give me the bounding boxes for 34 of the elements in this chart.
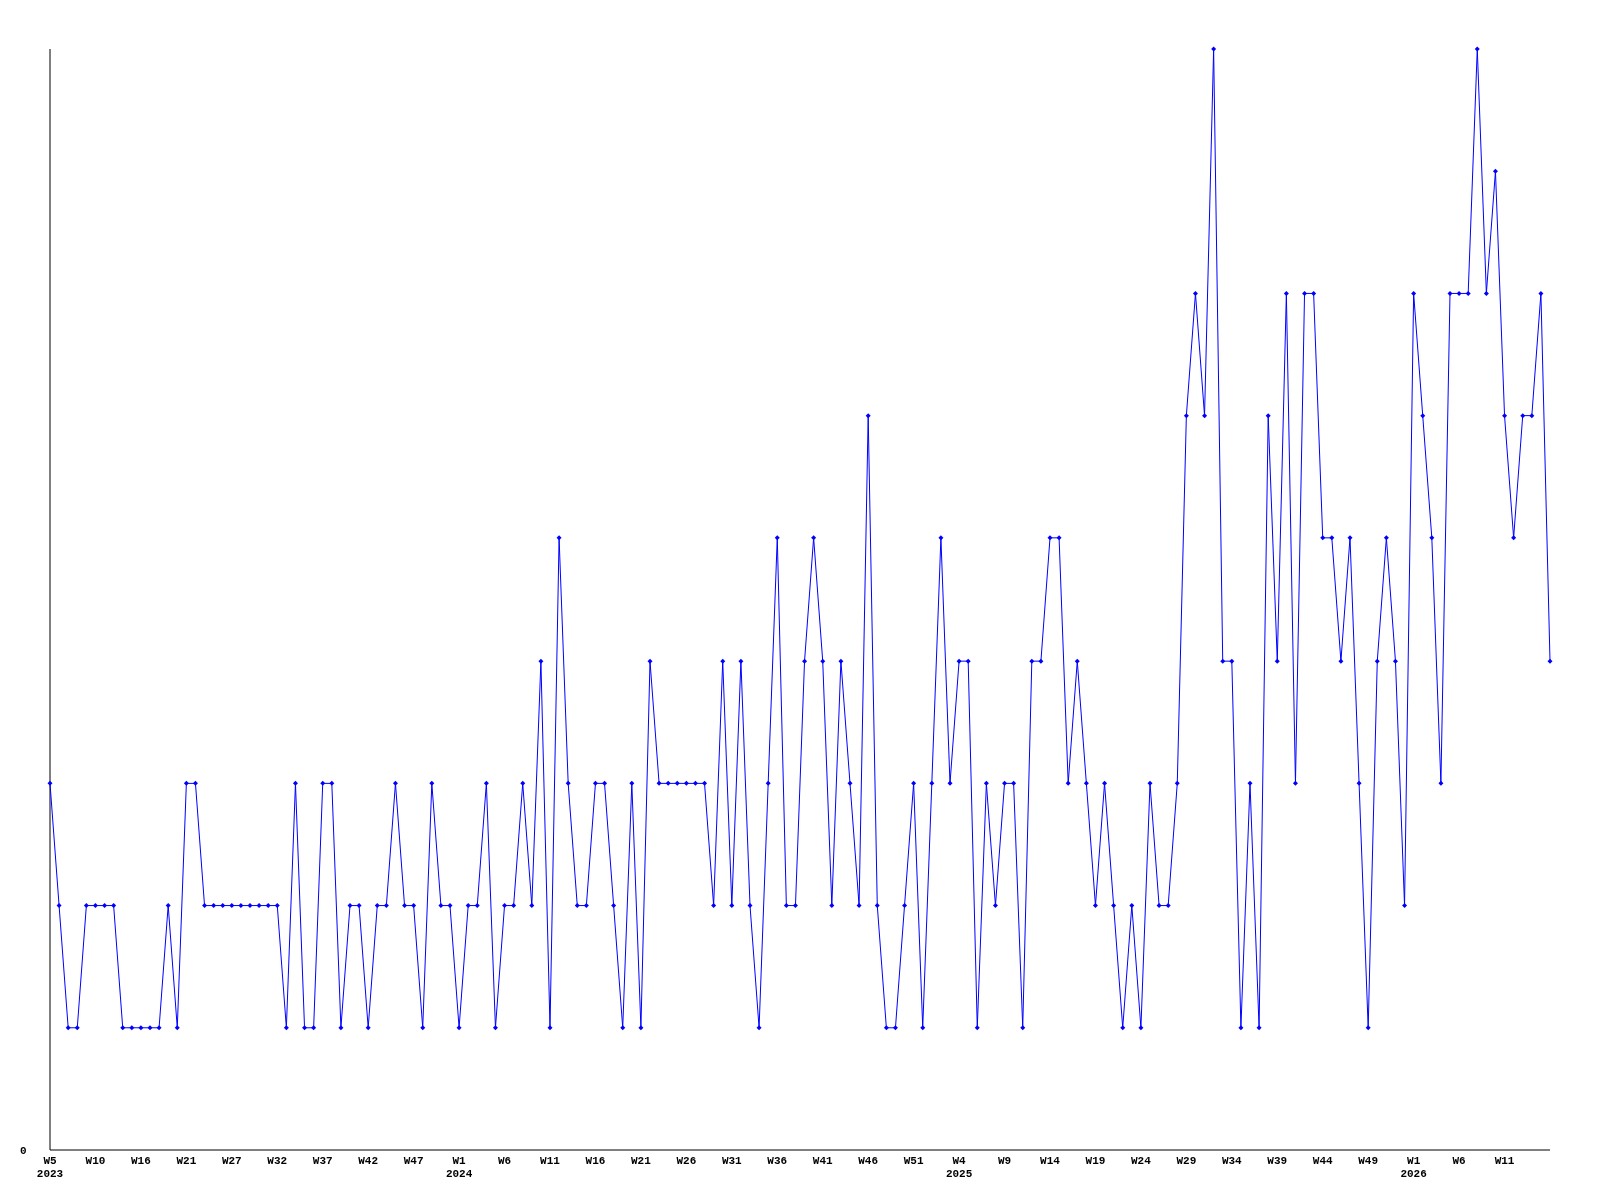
x-tick-label: W34 <box>1221 1155 1243 1167</box>
x-tick-label: W4 2025 <box>945 1155 973 1180</box>
x-tick-label: W46 <box>858 1155 879 1167</box>
x-tick-label: W26 <box>676 1155 697 1167</box>
x-tick-label: W24 <box>1131 1155 1152 1167</box>
x-tick-label: W49 <box>1358 1155 1379 1167</box>
x-tick-label: W19 <box>1085 1155 1106 1167</box>
x-tick-label: W47 <box>403 1155 424 1167</box>
x-tick-label: W10 <box>85 1155 106 1167</box>
x-tick-label: W21 <box>176 1155 197 1167</box>
x-tick-label: W51 <box>903 1155 924 1167</box>
x-tick-label: W31 <box>721 1155 743 1167</box>
x-tick-label: W36 <box>767 1155 788 1167</box>
x-tick-label: W41 <box>812 1155 834 1167</box>
x-tick-label: W1 2024 <box>445 1155 473 1180</box>
x-tick-label: W6 <box>1452 1155 1466 1167</box>
x-tick-label: W16 <box>585 1155 606 1167</box>
x-tick-label: W11 <box>1494 1155 1515 1167</box>
x-tick-label: W5 2023 <box>36 1155 64 1180</box>
x-tick-label: W42 <box>358 1155 379 1167</box>
x-tick-label: W6 <box>497 1155 512 1167</box>
x-tick-label: W39 <box>1267 1155 1288 1167</box>
x-tick-label: W32 <box>267 1155 288 1167</box>
x-tick-label: W9 <box>997 1155 1012 1167</box>
x-tick-label: W27 <box>221 1155 242 1167</box>
x-tick-label: W14 <box>1040 1155 1061 1167</box>
x-tick-label: W21 <box>631 1155 652 1167</box>
x-tick-label: W37 <box>312 1155 333 1167</box>
x-tick-label: W16 <box>131 1155 151 1167</box>
x-tick-label: W1 2026 <box>1400 1155 1427 1180</box>
x-tick-label: W11 <box>540 1155 561 1167</box>
text: 0 <box>20 1145 27 1157</box>
x-tick-label: W44 <box>1312 1155 1334 1167</box>
x-tick-label: W29 <box>1176 1155 1197 1167</box>
